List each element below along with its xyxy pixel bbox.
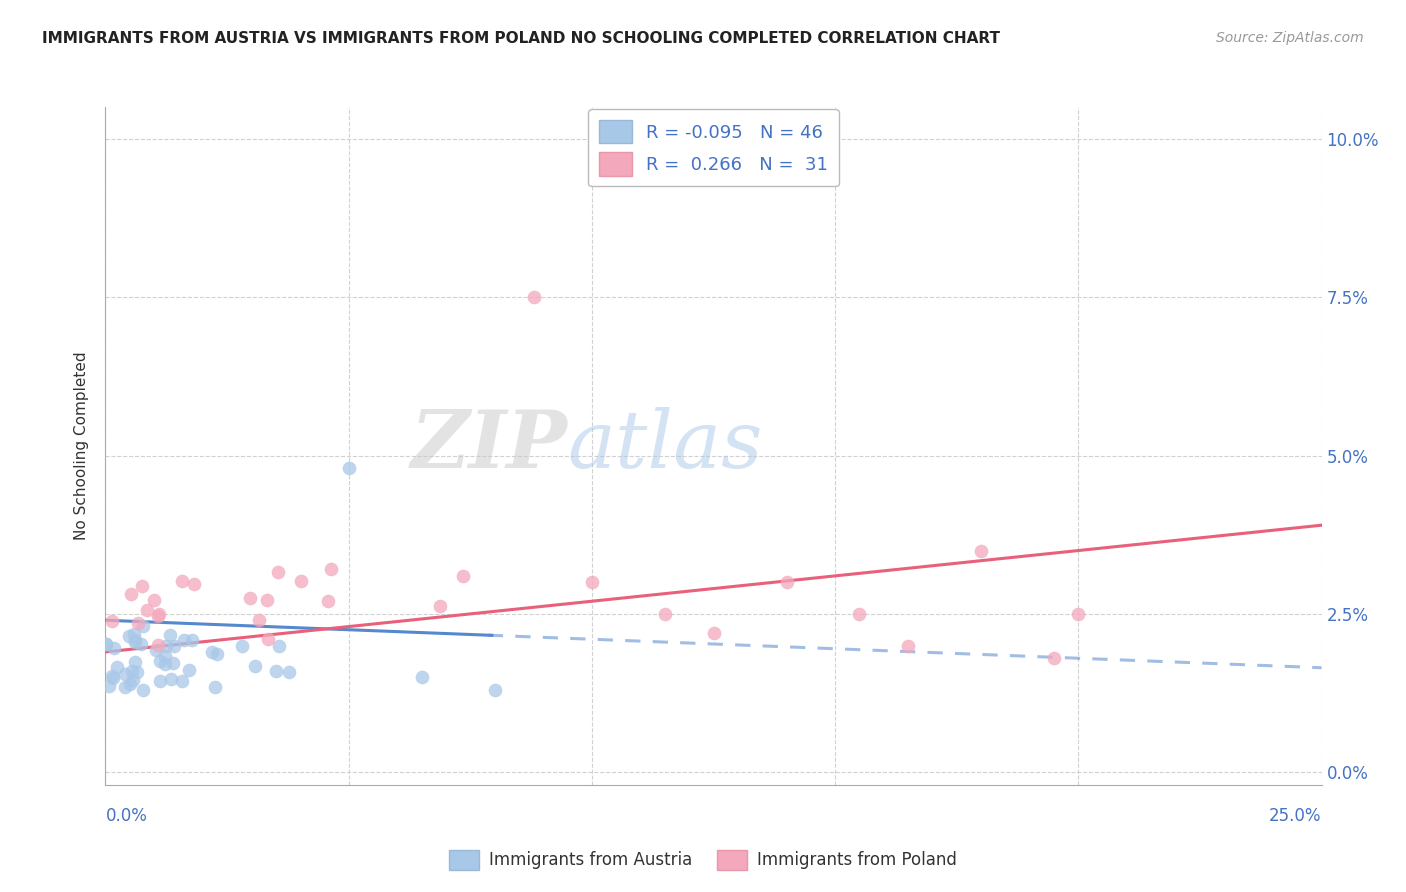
Point (522, 290, 544, 304)
Point (581, 575, 603, 590)
Point (122, 673, 145, 688)
Point (148, 608, 170, 623)
Text: ZIP: ZIP (411, 408, 568, 484)
Point (131, 683, 153, 698)
Point (204, 681, 226, 695)
Point (316, 594, 339, 608)
Point (290, 574, 312, 589)
Point (114, 680, 136, 694)
Text: IMMIGRANTS FROM AUSTRIA VS IMMIGRANTS FROM POLAND NO SCHOOLING COMPLETED CORRELA: IMMIGRANTS FROM AUSTRIA VS IMMIGRANTS FR… (42, 31, 1000, 46)
Point (124, 635, 146, 649)
Point (124, 655, 146, 669)
Point (243, 659, 266, 673)
Point (97, 679, 120, 693)
Point (120, 676, 142, 690)
Point (101, 668, 124, 682)
Point (848, 607, 870, 621)
Point (124, 633, 146, 648)
Point (131, 579, 153, 593)
Point (122, 626, 145, 640)
Point (654, 607, 676, 621)
Point (775, 575, 797, 590)
Point (897, 639, 920, 653)
Point (159, 672, 181, 686)
Point (132, 619, 155, 633)
Point (146, 638, 169, 652)
Point (163, 639, 186, 653)
Point (121, 665, 143, 679)
Point (264, 664, 287, 678)
Point (153, 657, 176, 672)
Point (231, 639, 253, 653)
Point (145, 642, 167, 657)
Point (247, 613, 270, 627)
Point (101, 614, 124, 628)
Point (143, 592, 166, 607)
Point (257, 632, 280, 647)
Point (267, 566, 290, 580)
Point (96, 637, 118, 651)
Point (239, 591, 262, 606)
Point (702, 626, 725, 640)
Point (277, 665, 299, 679)
Point (181, 632, 204, 647)
Point (148, 607, 170, 622)
Point (114, 667, 136, 681)
Point (101, 671, 124, 685)
Point (179, 663, 201, 677)
Point (337, 461, 360, 475)
Point (256, 592, 278, 607)
Point (453, 569, 475, 583)
Point (129, 637, 152, 651)
Point (136, 603, 159, 617)
Point (429, 599, 451, 614)
Text: 0.0%: 0.0% (105, 807, 148, 825)
Point (484, 682, 506, 697)
Point (321, 562, 343, 576)
Point (1043, 651, 1066, 665)
Point (173, 632, 195, 647)
Point (149, 654, 172, 668)
Point (118, 629, 141, 643)
Point (170, 674, 193, 689)
Point (207, 647, 229, 661)
Point (1067, 607, 1090, 621)
Point (155, 639, 177, 653)
Text: Source: ZipAtlas.com: Source: ZipAtlas.com (1216, 31, 1364, 45)
Point (172, 574, 194, 588)
Point (105, 660, 128, 674)
Point (201, 645, 224, 659)
Point (127, 616, 149, 631)
Point (153, 649, 176, 664)
Point (94, 637, 117, 651)
Point (159, 627, 181, 641)
Point (269, 640, 291, 654)
Point (183, 576, 205, 591)
Legend: Immigrants from Austria, Immigrants from Poland: Immigrants from Austria, Immigrants from… (443, 843, 963, 877)
Point (120, 587, 142, 601)
Point (149, 674, 172, 689)
Point (162, 656, 184, 670)
Legend: R = -0.095   N = 46, R =  0.266   N =  31: R = -0.095 N = 46, R = 0.266 N = 31 (588, 110, 839, 186)
Point (103, 641, 125, 656)
Text: 25.0%: 25.0% (1270, 807, 1322, 825)
Point (125, 665, 148, 679)
Point (970, 543, 993, 558)
Y-axis label: No Schooling Completed: No Schooling Completed (75, 351, 90, 541)
Text: atlas: atlas (568, 408, 763, 484)
Point (411, 670, 433, 684)
